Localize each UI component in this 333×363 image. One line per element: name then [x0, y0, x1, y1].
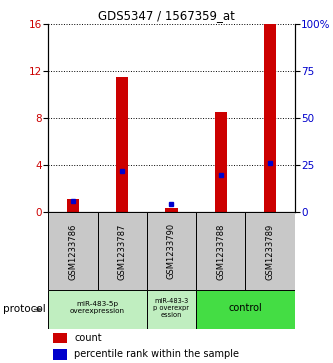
- Bar: [116, 77, 129, 212]
- Bar: [196, 290, 295, 329]
- Text: GSM1233789: GSM1233789: [265, 223, 275, 280]
- Text: miR-483-5p
overexpression: miR-483-5p overexpression: [70, 301, 125, 314]
- Text: GDS5347 / 1567359_at: GDS5347 / 1567359_at: [98, 9, 235, 22]
- Bar: [147, 212, 196, 290]
- Bar: [245, 212, 295, 290]
- Text: count: count: [74, 333, 102, 343]
- Text: GSM1233788: GSM1233788: [216, 223, 225, 280]
- Bar: [53, 349, 67, 359]
- Text: percentile rank within the sample: percentile rank within the sample: [74, 349, 239, 359]
- Bar: [98, 212, 147, 290]
- Text: GSM1233790: GSM1233790: [167, 223, 176, 280]
- Bar: [53, 333, 67, 343]
- Bar: [196, 212, 245, 290]
- Text: control: control: [228, 302, 262, 313]
- Bar: [48, 212, 98, 290]
- Text: protocol: protocol: [3, 305, 46, 314]
- Bar: [264, 24, 276, 212]
- Bar: [214, 112, 227, 212]
- Bar: [165, 208, 178, 212]
- Text: GSM1233787: GSM1233787: [118, 223, 127, 280]
- Bar: [147, 290, 196, 329]
- Text: GSM1233786: GSM1233786: [68, 223, 78, 280]
- Bar: [48, 290, 147, 329]
- Text: miR-483-3
p overexpr
ession: miR-483-3 p overexpr ession: [154, 298, 189, 318]
- Bar: [67, 199, 79, 212]
